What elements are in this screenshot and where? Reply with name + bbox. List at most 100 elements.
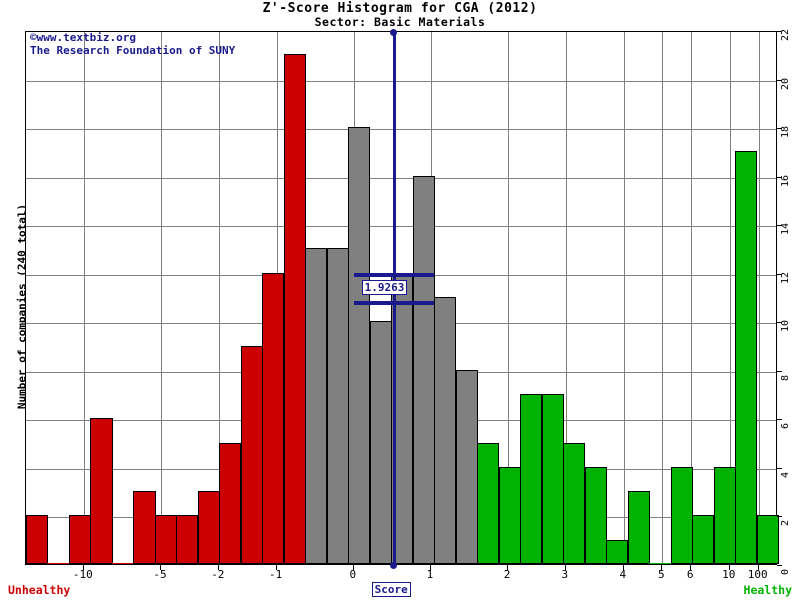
y-tick-mark — [777, 565, 782, 566]
histogram-bar — [434, 297, 457, 564]
gridline-vertical — [729, 32, 731, 564]
histogram-bar — [541, 394, 564, 564]
x-tick-label: -2 — [211, 568, 225, 581]
gridline-vertical — [758, 32, 760, 564]
y-tick-label: 16 — [780, 174, 791, 187]
histogram-bar — [584, 466, 607, 564]
gridline-vertical — [83, 32, 85, 564]
histogram-bar — [283, 54, 306, 564]
x-tick-label: 10 — [722, 568, 736, 581]
x-tick-label: 6 — [686, 568, 694, 581]
histogram-bar — [606, 539, 629, 564]
gridline-vertical — [218, 32, 220, 564]
x-tick-label: -1 — [269, 568, 283, 581]
histogram-bar — [735, 151, 758, 564]
x-tick-mark — [159, 565, 161, 570]
x-axis-title: Score — [371, 582, 411, 597]
marker-endpoint-dot — [389, 562, 397, 569]
gridline-vertical — [508, 32, 510, 564]
gridline-horizontal — [26, 177, 776, 179]
histogram-bar — [90, 418, 113, 564]
unhealthy-label: Unhealthy — [8, 583, 71, 597]
histogram-bar — [197, 491, 220, 564]
y-tick-label: 0 — [780, 568, 791, 575]
histogram-bar — [369, 321, 392, 564]
y-tick-label: 14 — [780, 223, 791, 236]
x-tick-mark — [217, 565, 219, 570]
y-tick-label: 6 — [780, 423, 791, 430]
histogram-bar — [154, 515, 177, 564]
marker-endpoint-dot — [389, 29, 397, 36]
chart-subtitle: Sector: Basic Materials — [314, 15, 486, 29]
x-tick-mark — [429, 565, 431, 570]
x-tick-label: 4 — [619, 568, 627, 581]
x-tick-mark — [690, 565, 692, 570]
histogram-bar — [520, 394, 543, 564]
healthy-label: Healthy — [743, 583, 792, 597]
histogram-bar — [68, 515, 92, 564]
histogram-bars — [26, 32, 779, 564]
histogram-bar — [240, 345, 263, 564]
y-tick-mark — [777, 176, 782, 178]
y-tick-mark — [777, 31, 782, 32]
x-tick-label: 0 — [349, 568, 357, 581]
x-tick-label: 3 — [561, 568, 569, 581]
histogram-bar — [47, 563, 70, 564]
histogram-bar — [133, 491, 156, 564]
histogram-bar — [649, 563, 672, 564]
chart-title: Z'-Score Histogram for CGA (2012) — [262, 1, 538, 16]
y-tick-label: 18 — [780, 126, 791, 139]
histogram-bar — [563, 442, 586, 564]
histogram-bar — [412, 175, 435, 564]
y-tick-mark — [777, 225, 782, 227]
gridline-vertical — [160, 32, 162, 564]
histogram-bar — [326, 248, 349, 564]
histogram-bar — [498, 466, 521, 564]
histogram-bar — [670, 466, 693, 564]
y-tick-label: 2 — [780, 520, 791, 527]
histogram-bar — [713, 466, 736, 564]
x-tick-mark — [82, 565, 84, 570]
histogram-bar — [348, 127, 371, 564]
histogram-bar — [219, 442, 242, 564]
x-tick-label: 100 — [747, 568, 768, 581]
y-tick-label: 4 — [780, 471, 791, 478]
x-tick-mark — [661, 565, 663, 570]
x-tick-mark — [622, 565, 624, 570]
x-tick-label: 5 — [658, 568, 665, 581]
histogram-bar — [26, 515, 49, 564]
marker-vertical-line — [392, 32, 396, 566]
y-tick-mark — [777, 273, 782, 275]
marker-crossbar — [353, 300, 434, 305]
y-tick-label: 20 — [780, 77, 791, 90]
gridline-vertical — [662, 32, 664, 564]
x-tick-label: -10 — [72, 568, 93, 581]
x-tick-label: 2 — [503, 568, 511, 581]
y-tick-label: 10 — [780, 320, 791, 333]
marker-crossbar — [353, 272, 434, 277]
histogram-bar — [262, 272, 285, 564]
y-tick-mark — [777, 516, 782, 518]
y-tick-label: 22 — [780, 28, 791, 41]
y-tick-label: 8 — [780, 374, 791, 381]
x-tick-mark — [352, 565, 354, 570]
x-tick-mark — [564, 565, 566, 570]
y-tick-mark — [777, 370, 782, 372]
y-tick-mark — [777, 79, 782, 81]
histogram-bar — [455, 369, 478, 564]
y-tick-mark — [777, 322, 782, 324]
x-tick-label: -5 — [153, 568, 167, 581]
plot-area: 1.9263 — [25, 29, 779, 569]
histogram-bar — [176, 515, 199, 564]
x-tick-label: 1 — [426, 568, 434, 581]
histogram-bar — [692, 515, 715, 564]
y-tick-mark — [777, 467, 782, 469]
y-tick-label: 12 — [780, 271, 791, 284]
gridline-vertical — [691, 32, 693, 564]
gridline-horizontal — [26, 80, 776, 82]
x-tick-mark — [728, 565, 730, 570]
gridline-horizontal — [26, 129, 776, 131]
histogram-bar — [111, 563, 135, 564]
y-tick-mark — [777, 419, 782, 421]
